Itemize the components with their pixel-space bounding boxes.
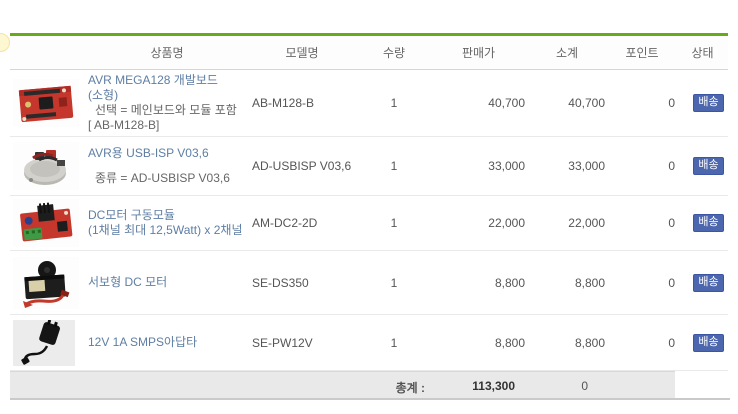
shipping-status-badge[interactable]: 배송 [693,214,724,232]
model-cell: SE-PW12V [246,314,358,371]
model-cell: SE-DS350 [246,250,358,315]
qty-cell: 1 [358,136,430,196]
col-header-subtotal: 소계 [527,36,607,70]
price-cell: 22,000 [430,195,527,251]
product-thumbnail-cell[interactable] [10,314,88,371]
model-cell: AM-DC2-2D [246,195,358,251]
col-header-qty: 수량 [358,36,430,70]
qty-cell: 1 [358,195,430,251]
product-link[interactable]: DC모터 구동모듈 [88,208,175,222]
usb-isp-programmer-photo [13,142,79,190]
col-header-status: 상태 [677,36,728,70]
status-cell: 배송 [677,195,728,251]
table-row: AVR MEGA128 개발보드 (소형) 선택 = 메인보드와 모듈 포함 [… [10,69,728,137]
product-link-line2[interactable]: (소형) [88,88,119,102]
status-cell: 배송 [677,250,728,315]
status-cell: 배송 [677,136,728,196]
product-name-cell: 12V 1A SMPS아답타 [88,314,246,371]
product-thumbnail-cell[interactable] [10,250,88,315]
table-row: AVR용 USB-ISP V03,6 종류 = AD-USBISP V03,6 … [10,136,728,196]
status-cell: 배송 [677,69,728,137]
price-cell: 40,700 [430,69,527,137]
price-cell: 8,800 [430,314,527,371]
subtotal-cell: 40,700 [527,69,607,137]
table-top-accent-bar [10,33,728,36]
table-row: DC모터 구동모듈 (1채널 최대 12,5Watt) x 2채널 AM-DC2… [10,195,728,251]
col-header-points: 포인트 [607,36,677,70]
subtotal-cell: 8,800 [527,250,607,315]
table-row: 서보형 DC 모터 SE-DS350 1 8,800 8,800 0 배송 [10,250,728,315]
col-header-price: 판매가 [430,36,527,70]
product-link[interactable]: AVR용 USB-ISP V03,6 [88,146,209,160]
col-header-model: 모델명 [246,36,358,70]
subtotal-cell: 22,000 [527,195,607,251]
points-cell: 0 [607,314,677,371]
product-link-line2[interactable]: (1채널 최대 12,5Watt) x 2채널 [88,223,243,237]
total-points: 0 [581,379,588,393]
total-amount: 113,300 [472,379,515,393]
shipping-status-badge[interactable]: 배송 [693,157,724,175]
qty-cell: 1 [358,69,430,137]
table-header-row: 상품명 모델명 수량 판매가 소계 포인트 상태 [10,36,728,70]
avr-mega128-board-photo [13,79,79,127]
shipping-status-badge[interactable]: 배송 [693,273,724,292]
qty-cell: 1 [358,250,430,315]
shipping-status-badge[interactable]: 배송 [693,333,724,352]
product-thumbnail-cell[interactable] [10,69,88,137]
points-cell: 0 [607,195,677,251]
points-cell: 0 [607,69,677,137]
col-header-image [10,36,88,70]
product-thumbnail-cell[interactable] [10,136,88,196]
product-name-cell: 서보형 DC 모터 [88,250,246,315]
servo-dc-motor-photo [13,256,79,309]
product-link[interactable]: 서보형 DC 모터 [88,275,168,289]
order-total-bar: 총계 : 113,300 0 [10,371,675,399]
product-option-text: 선택 = 메인보드와 모듈 포함 [95,103,237,117]
model-cell: AD-USBISP V03,6 [246,136,358,196]
table-bottom-border [10,398,730,400]
col-header-product: 상품명 [88,36,246,70]
product-name-cell: DC모터 구동모듈 (1채널 최대 12,5Watt) x 2채널 [88,195,246,251]
product-thumbnail-cell[interactable] [10,195,88,251]
table-row: 12V 1A SMPS아답타 SE-PW12V 1 8,800 8,800 0 … [10,314,728,371]
price-cell: 33,000 [430,136,527,196]
qty-cell: 1 [358,314,430,371]
status-cell: 배송 [677,314,728,371]
partial-bullet-icon [0,33,10,52]
smps-adapter-photo [13,319,75,366]
product-option-code: [ AB-M128-B] [88,118,160,132]
subtotal-cell: 8,800 [527,314,607,371]
product-link[interactable]: AVR MEGA128 개발보드 [88,73,218,87]
subtotal-cell: 33,000 [527,136,607,196]
product-option-text: 종류 = AD-USBISP V03,6 [95,171,230,185]
price-cell: 8,800 [430,250,527,315]
shipping-status-badge[interactable]: 배송 [693,94,724,112]
order-items-table: 상품명 모델명 수량 판매가 소계 포인트 상태 [10,36,728,371]
points-cell: 0 [607,250,677,315]
product-link[interactable]: 12V 1A SMPS아답타 [88,335,198,349]
points-cell: 0 [607,136,677,196]
product-name-cell: AVR용 USB-ISP V03,6 종류 = AD-USBISP V03,6 [88,136,246,196]
dc-motor-driver-photo [13,199,79,247]
model-cell: AB-M128-B [246,69,358,137]
total-label: 총계 : [395,381,425,395]
product-name-cell: AVR MEGA128 개발보드 (소형) 선택 = 메인보드와 모듈 포함 [… [88,69,246,137]
